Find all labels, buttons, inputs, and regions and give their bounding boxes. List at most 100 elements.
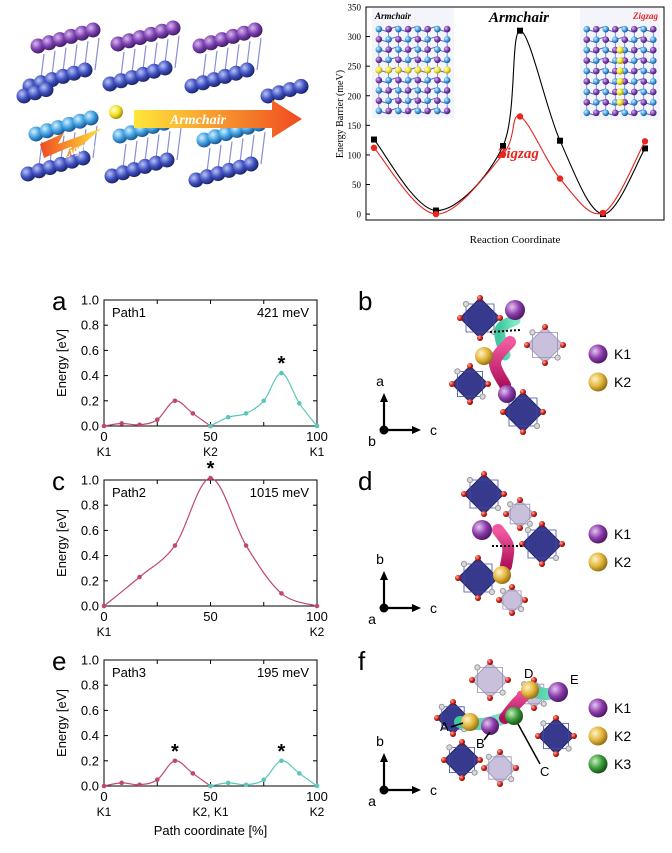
- phosphorus-atom: [83, 110, 99, 126]
- arrowhead: [412, 604, 421, 612]
- hydrogen-atom: [507, 501, 514, 508]
- y-tick-label: 250: [348, 62, 362, 72]
- oxygen-atom: [467, 399, 473, 405]
- legend-swatch-k1: [588, 524, 608, 544]
- axis-up-label: b: [376, 551, 384, 567]
- site-label-b: B: [476, 736, 485, 751]
- legend-label-k2: K2: [614, 728, 631, 744]
- oxygen-atom: [469, 677, 475, 683]
- energy-point: [172, 398, 178, 404]
- inset-atom: [602, 46, 610, 54]
- panel-letter: c: [52, 466, 65, 496]
- inset-path-atom: [375, 66, 383, 74]
- inset-atom: [649, 99, 657, 106]
- inset-atom: [385, 36, 392, 43]
- energy-point: [119, 421, 124, 426]
- inset-atom: [583, 25, 591, 33]
- zigzag-marker: [556, 175, 564, 182]
- legend-label-k3: K3: [614, 756, 631, 772]
- inset-atom: [640, 25, 648, 33]
- x-axis-label: Path coordinate [%]: [154, 823, 267, 838]
- inset-atom: [640, 88, 648, 96]
- hydrogen-atom: [554, 354, 561, 361]
- inset-atom: [592, 88, 600, 96]
- inset-path-atom: [616, 98, 624, 106]
- energy-point: [172, 543, 178, 548]
- oxygen-atom: [542, 324, 548, 330]
- inset-atom: [395, 76, 402, 84]
- barrier-label: 1015 meV: [250, 485, 310, 500]
- panel-f-structure: f A B C D E K1 K2 K3 b c a: [358, 646, 631, 809]
- phosphorus-atom: [247, 22, 263, 38]
- y-tick-label: 0.6: [81, 703, 99, 718]
- axis-right-label: c: [430, 782, 437, 798]
- legend-swatch-k2: [588, 372, 608, 392]
- hydrogen-atom: [479, 393, 486, 400]
- y-tick-label: 0.8: [81, 318, 99, 333]
- inset-atom: [395, 46, 402, 53]
- series-line-zigzag: [373, 115, 646, 215]
- inset-atom: [385, 76, 392, 84]
- inset-path-atom: [404, 66, 412, 74]
- hydrogen-atom: [474, 664, 481, 671]
- barrier-label: 195 meV: [257, 665, 309, 680]
- x-tick-label: 0: [100, 609, 107, 624]
- oxygen-atom: [485, 381, 491, 387]
- x-endpoint-label: K2: [310, 625, 325, 639]
- energy-point: [137, 782, 142, 788]
- arrowhead: [380, 753, 388, 762]
- hydrogen-atom: [494, 504, 502, 512]
- legend-swatch-k2: [588, 552, 608, 572]
- x-tick-label: 50: [203, 429, 217, 444]
- x-endpoint-label: K2: [310, 805, 325, 819]
- oxygen-atom: [475, 595, 481, 601]
- oxygen-atom: [441, 757, 447, 763]
- hydrogen-atom: [438, 703, 445, 710]
- y-tick-label: 300: [348, 32, 362, 42]
- inset-atom: [630, 109, 638, 117]
- bond-rod: [260, 131, 266, 165]
- migration-path: [489, 336, 516, 391]
- y-tick-label: 200: [348, 91, 362, 101]
- inset-atom: [434, 56, 441, 64]
- oxygen-atom: [520, 429, 526, 435]
- hydrogen-atom: [471, 769, 478, 776]
- axis-origin-dot: [379, 425, 389, 435]
- energy-point: [137, 574, 142, 580]
- inset-atom: [395, 25, 402, 33]
- inset-atom: [602, 25, 610, 33]
- inset-atom: [602, 109, 610, 117]
- inset-atom: [602, 57, 610, 64]
- armchair-arrow: Armchair: [134, 100, 302, 138]
- energy-point: [261, 777, 267, 782]
- inset-path-atom: [433, 66, 441, 74]
- oxygen-atom: [481, 511, 487, 517]
- energy-point: [190, 771, 196, 776]
- hydrogen-atom: [485, 753, 492, 760]
- zigzag-marker: [432, 210, 440, 218]
- site-label-e: E: [570, 672, 579, 687]
- energy-point: [119, 780, 124, 786]
- k2-atom: [493, 566, 511, 584]
- x-endpoint-label: K2, K1: [192, 805, 228, 819]
- inset-atom: [649, 78, 657, 85]
- k1-atom: [481, 717, 499, 735]
- arrowhead: [380, 393, 388, 402]
- site-pointer: [517, 723, 541, 765]
- oxygen-atom: [539, 561, 545, 567]
- inset-atom: [404, 76, 412, 84]
- inset-atom: [443, 76, 451, 84]
- inset-atom: [443, 87, 451, 94]
- inset-atom: [640, 67, 648, 75]
- y-tick-label: 0.4: [81, 548, 99, 563]
- phosphorus-atom: [75, 150, 91, 166]
- phosphorus-atom: [243, 156, 259, 172]
- armchair-marker: [517, 27, 523, 34]
- x-endpoint-label: K1: [97, 445, 112, 459]
- y-tick-label: 0.6: [81, 343, 99, 358]
- energy-point: [243, 411, 249, 416]
- oxygen-atom: [501, 491, 507, 497]
- axis-right-label: c: [430, 422, 437, 438]
- energy-point: [279, 758, 284, 764]
- armchair-marker: [557, 137, 563, 144]
